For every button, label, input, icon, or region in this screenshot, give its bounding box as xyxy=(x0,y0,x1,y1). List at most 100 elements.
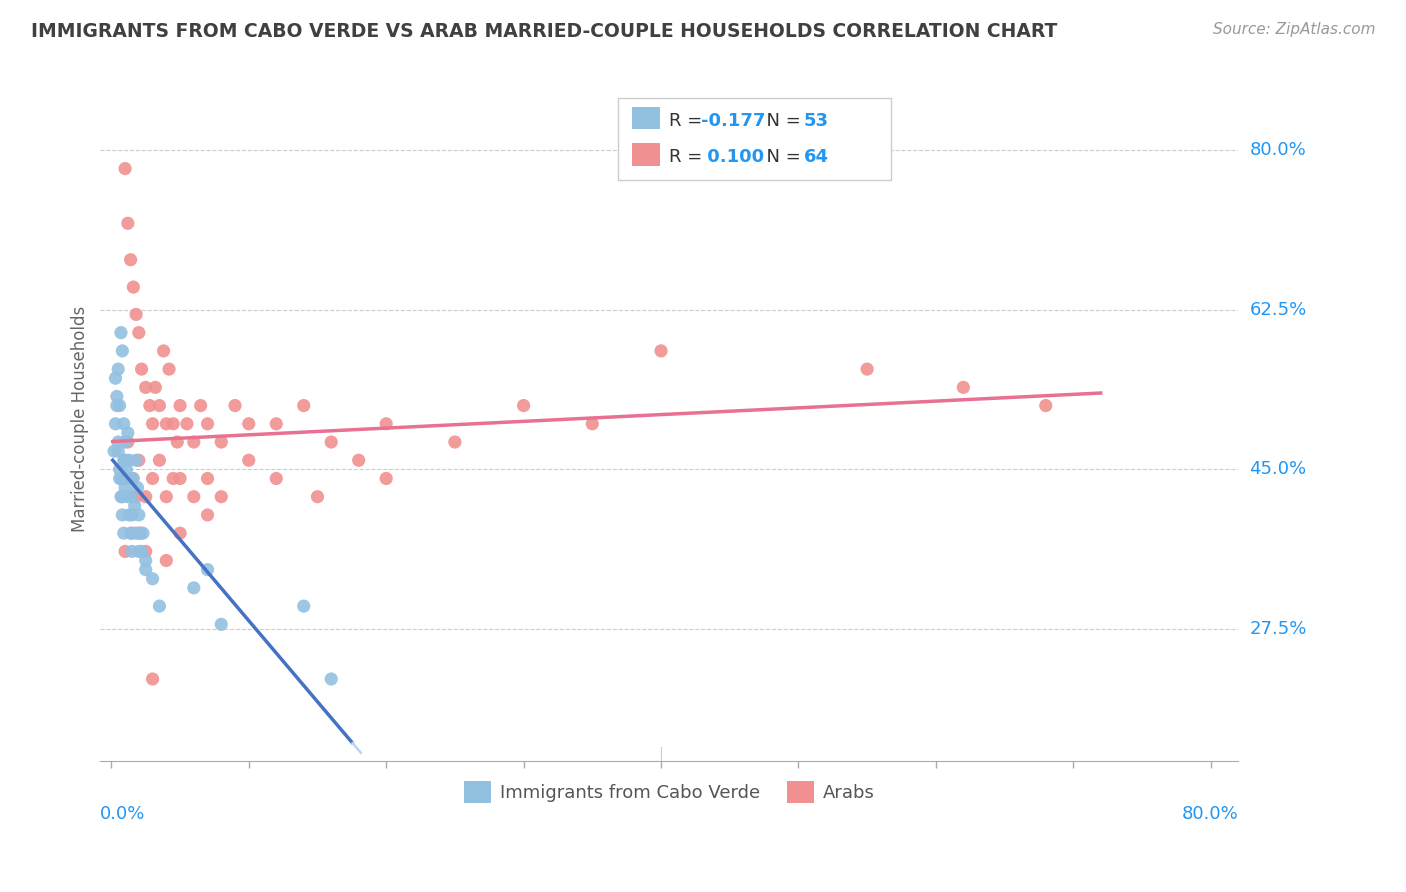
Point xyxy=(103,444,125,458)
Point xyxy=(152,343,174,358)
Point xyxy=(197,563,219,577)
Point xyxy=(209,435,232,450)
Point xyxy=(111,490,134,504)
Point xyxy=(162,471,184,485)
Point xyxy=(108,471,131,485)
Legend: Immigrants from Cabo Verde, Arabs: Immigrants from Cabo Verde, Arabs xyxy=(457,773,882,810)
Point xyxy=(128,453,150,467)
Point xyxy=(121,544,143,558)
Point xyxy=(120,490,142,504)
Point xyxy=(162,417,184,431)
Point xyxy=(107,435,129,450)
Text: 27.5%: 27.5% xyxy=(1250,620,1306,638)
Point xyxy=(142,572,165,586)
Point xyxy=(112,526,135,541)
Text: 62.5%: 62.5% xyxy=(1250,301,1306,318)
Point xyxy=(125,490,148,504)
Point xyxy=(131,544,153,558)
Point xyxy=(120,526,142,541)
Point xyxy=(190,399,212,413)
Point xyxy=(264,417,287,431)
Point xyxy=(157,362,180,376)
Point xyxy=(114,435,136,450)
Point xyxy=(127,481,149,495)
Point xyxy=(209,617,232,632)
Point xyxy=(129,526,152,541)
Point xyxy=(111,343,134,358)
Point xyxy=(148,599,170,613)
Point xyxy=(321,672,343,686)
Point xyxy=(169,471,191,485)
Text: N =: N = xyxy=(755,112,806,130)
Point xyxy=(135,380,157,394)
Point xyxy=(111,471,134,485)
Point xyxy=(238,453,260,467)
Point xyxy=(107,444,129,458)
Text: 80.0%: 80.0% xyxy=(1181,805,1239,823)
Point xyxy=(155,490,177,504)
Point xyxy=(142,471,165,485)
Point xyxy=(307,490,329,504)
Point xyxy=(108,462,131,476)
Point xyxy=(292,599,315,613)
FancyBboxPatch shape xyxy=(619,98,891,180)
Text: Source: ZipAtlas.com: Source: ZipAtlas.com xyxy=(1212,22,1375,37)
Point xyxy=(347,453,370,467)
Point xyxy=(292,399,315,413)
Point xyxy=(122,280,145,294)
Point xyxy=(176,417,198,431)
Point xyxy=(118,453,141,467)
Point xyxy=(375,417,398,431)
Bar xyxy=(631,144,661,166)
Point xyxy=(114,453,136,467)
Text: 64: 64 xyxy=(803,148,828,166)
Point xyxy=(112,453,135,467)
Text: N =: N = xyxy=(755,148,806,166)
Point xyxy=(183,490,205,504)
Point xyxy=(169,526,191,541)
Point xyxy=(264,471,287,485)
Point xyxy=(114,544,136,558)
Point xyxy=(183,435,205,450)
Point xyxy=(197,417,219,431)
Text: IMMIGRANTS FROM CABO VERDE VS ARAB MARRIED-COUPLE HOUSEHOLDS CORRELATION CHART: IMMIGRANTS FROM CABO VERDE VS ARAB MARRI… xyxy=(31,22,1057,41)
Point xyxy=(128,526,150,541)
Point xyxy=(197,471,219,485)
Point xyxy=(114,161,136,176)
Point xyxy=(135,544,157,558)
Point xyxy=(321,435,343,450)
Point xyxy=(107,362,129,376)
Point xyxy=(117,471,139,485)
Point xyxy=(183,581,205,595)
Point xyxy=(155,553,177,567)
Point xyxy=(117,216,139,230)
Text: R =: R = xyxy=(669,148,709,166)
Point xyxy=(238,417,260,431)
Point xyxy=(121,508,143,522)
Point xyxy=(112,417,135,431)
Point xyxy=(650,343,672,358)
Point xyxy=(142,672,165,686)
Point xyxy=(224,399,246,413)
Point xyxy=(512,399,534,413)
Point xyxy=(104,371,127,385)
Point xyxy=(155,417,177,431)
Point xyxy=(105,389,128,403)
Text: 0.0%: 0.0% xyxy=(100,805,146,823)
Point xyxy=(148,453,170,467)
Point xyxy=(856,362,879,376)
Point xyxy=(143,380,166,394)
Point xyxy=(117,425,139,440)
Point xyxy=(125,453,148,467)
Point xyxy=(122,471,145,485)
Point xyxy=(117,435,139,450)
Point xyxy=(110,490,132,504)
Point xyxy=(128,544,150,558)
Text: R =: R = xyxy=(669,112,709,130)
Point xyxy=(132,526,155,541)
Point xyxy=(209,490,232,504)
Point xyxy=(121,471,143,485)
Point xyxy=(128,508,150,522)
Point xyxy=(110,326,132,340)
Point xyxy=(105,399,128,413)
